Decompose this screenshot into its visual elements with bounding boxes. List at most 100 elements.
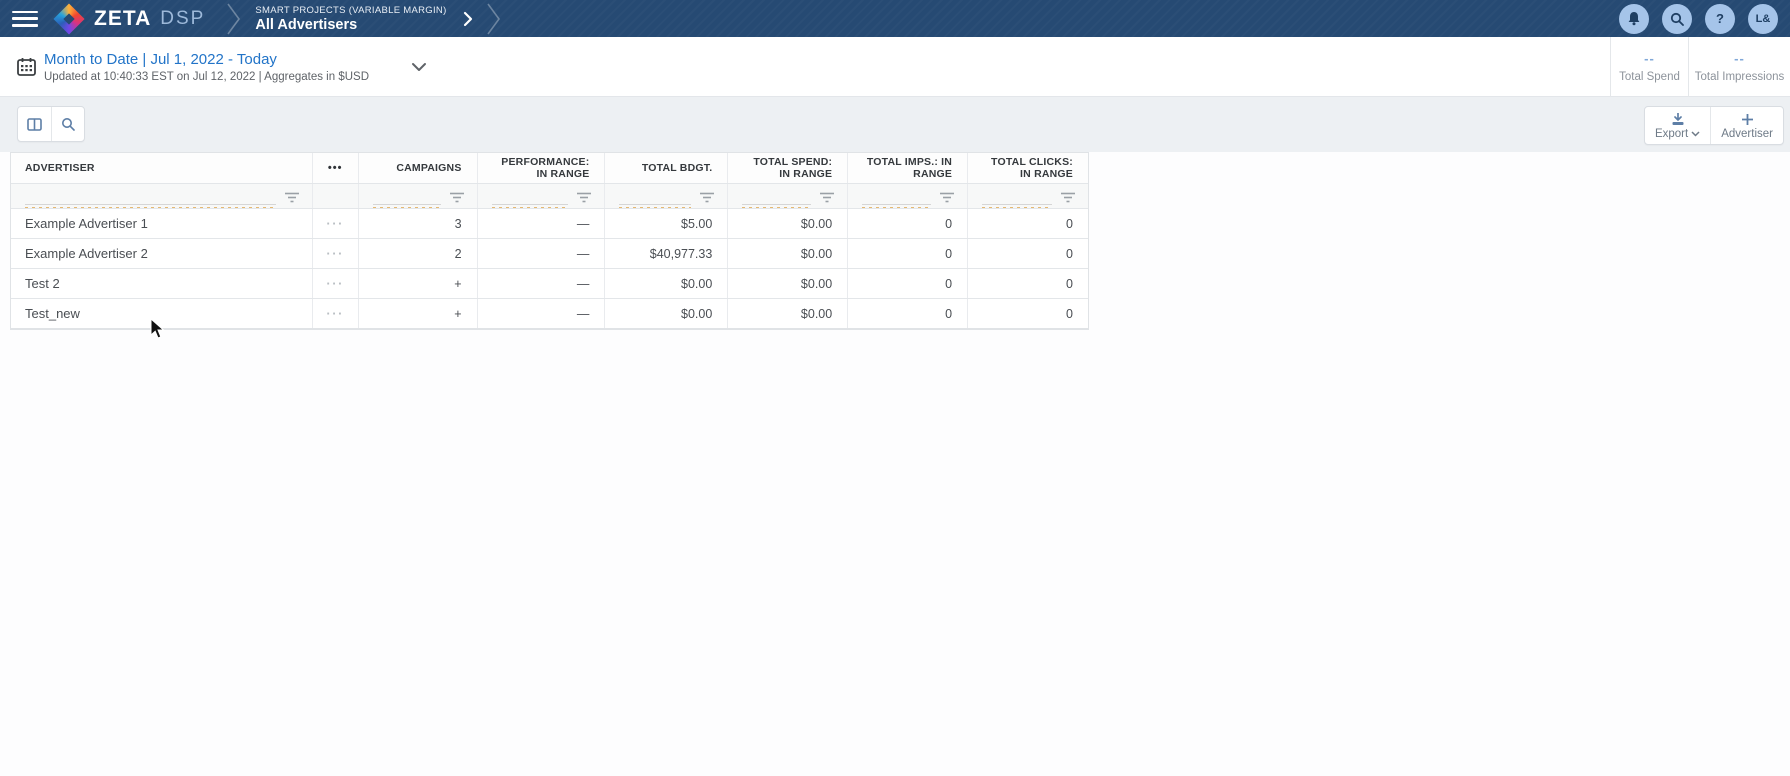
total-impressions-label: Total Impressions — [1694, 70, 1785, 83]
table-row: Example Advertiser 1 ··· 3 — $5.00 $0.00… — [11, 209, 1088, 239]
total-spend-cell: $0.00 — [728, 269, 849, 298]
notifications-button[interactable] — [1619, 3, 1649, 34]
total-impressions-cell: 0 — [848, 239, 969, 268]
total-budget-cell: $40,977.33 — [605, 239, 729, 268]
performance-cell: — — [478, 269, 606, 298]
column-header-campaigns[interactable]: CAMPAIGNS — [359, 153, 478, 183]
zeta-dsp-logo[interactable]: ZETA DSP — [52, 2, 206, 35]
column-header-total-spend[interactable]: TOTAL SPEND: IN RANGE — [728, 153, 849, 183]
total-impressions-cell: 0 — [848, 299, 969, 328]
campaigns-filter-input[interactable] — [372, 191, 441, 208]
total-clicks-cell: 0 — [1066, 276, 1073, 291]
calendar-icon[interactable] — [17, 57, 36, 76]
performance-cell: — — [478, 239, 606, 268]
date-range-bar: Month to Date | Jul 1, 2022 - Today Upda… — [0, 36, 1790, 97]
download-icon — [1672, 112, 1684, 125]
table-row: Test_new ··· + — $0.00 $0.00 0 0 — [11, 299, 1088, 329]
breadcrumb-divider-icon — [486, 3, 500, 34]
breadcrumb-project: SMART PROJECTS (VARIABLE MARGIN) — [255, 4, 447, 16]
total-impressions-cell: 0 — [848, 269, 969, 298]
breadcrumb: SMART PROJECTS (VARIABLE MARGIN) All Adv… — [255, 5, 446, 33]
total-budget-filter-input[interactable] — [619, 191, 692, 208]
nav-action-buttons: ? L& — [1619, 3, 1778, 34]
column-header-performance[interactable]: PERFORMANCE: IN RANGE — [478, 153, 606, 183]
advertiser-name-link[interactable]: Example Advertiser 1 — [11, 209, 313, 238]
column-settings-button[interactable] — [18, 107, 51, 141]
performance-filter-input[interactable] — [491, 191, 569, 208]
export-button[interactable]: Export — [1645, 107, 1710, 144]
table-row: Test 2 ··· + — $0.00 $0.00 0 0 — [11, 269, 1088, 299]
user-avatar[interactable]: L& — [1748, 3, 1778, 34]
column-header-total-budget[interactable]: TOTAL BDGT. — [605, 153, 729, 183]
column-menu-icon[interactable]: ••• — [313, 153, 359, 183]
add-campaign-button[interactable]: + — [359, 269, 478, 298]
total-impressions-filter-input[interactable] — [862, 191, 932, 208]
row-menu-button[interactable]: ··· — [313, 299, 359, 328]
menu-hamburger-icon[interactable] — [12, 10, 38, 27]
breadcrumb-page-title: All Advertisers — [255, 16, 358, 33]
total-clicks-cell: 0 — [1066, 306, 1073, 321]
total-clicks-cell: 0 — [1066, 216, 1073, 231]
table-row: Example Advertiser 2 ··· 2 — $40,977.33 … — [11, 239, 1088, 269]
logo-text: ZETA — [94, 6, 152, 30]
total-budget-cell: $5.00 — [605, 209, 729, 238]
total-spend-cell: $0.00 — [728, 239, 849, 268]
advertiser-filter-input[interactable] — [25, 191, 276, 208]
add-advertiser-label: Advertiser — [1721, 127, 1773, 140]
summary-stats: -- Total Spend -- Total Impressions — [1610, 36, 1790, 97]
advertiser-name-link[interactable]: Example Advertiser 2 — [11, 239, 313, 268]
bell-icon — [1628, 12, 1640, 26]
total-budget-cell: $0.00 — [605, 299, 729, 328]
date-range-link[interactable]: Month to Date | Jul 1, 2022 - Today — [44, 50, 277, 68]
column-header-advertiser[interactable]: ADVERTISER — [11, 153, 313, 183]
filter-icon[interactable] — [1060, 192, 1076, 203]
advertisers-table: ADVERTISER ••• CAMPAIGNS PERFORMANCE: IN… — [10, 152, 1089, 330]
campaigns-cell[interactable]: 2 — [359, 239, 478, 268]
total-clicks-filter-input[interactable] — [982, 191, 1053, 208]
chevron-down-icon — [412, 62, 426, 71]
total-impressions-stat: -- Total Impressions — [1688, 36, 1790, 97]
total-spend-label: Total Spend — [1619, 70, 1680, 83]
breadcrumb-expand-button[interactable] — [463, 11, 473, 27]
add-advertiser-button[interactable]: Advertiser — [1710, 107, 1783, 144]
total-budget-cell: $0.00 — [605, 269, 729, 298]
filter-icon[interactable] — [576, 192, 592, 203]
filter-icon[interactable] — [819, 192, 835, 203]
filter-icon[interactable] — [699, 192, 715, 203]
total-impressions-cell: 0 — [848, 209, 969, 238]
avatar-initials: L& — [1755, 12, 1771, 25]
table-header-row: ADVERTISER ••• CAMPAIGNS PERFORMANCE: IN… — [11, 153, 1088, 184]
row-menu-button[interactable]: ··· — [313, 269, 359, 298]
logo-suffix: DSP — [160, 7, 206, 29]
add-campaign-button[interactable]: + — [359, 299, 478, 328]
column-header-total-clicks[interactable]: TOTAL CLICKS: IN RANGE — [991, 156, 1073, 180]
filter-icon[interactable] — [449, 192, 465, 203]
filter-icon[interactable] — [284, 192, 300, 203]
search-icon — [62, 118, 75, 131]
breadcrumb-divider-icon — [227, 3, 241, 34]
help-button[interactable]: ? — [1705, 3, 1735, 34]
zeta-diamond-icon — [53, 2, 85, 35]
performance-cell: — — [478, 209, 606, 238]
advertiser-name-link[interactable]: Test 2 — [11, 269, 313, 298]
top-nav: ZETA DSP SMART PROJECTS (VARIABLE MARGIN… — [0, 0, 1790, 37]
total-spend-cell: $0.00 — [728, 299, 849, 328]
table-search-button[interactable] — [51, 107, 84, 141]
action-buttons-group: Export Advertiser — [1643, 106, 1784, 145]
advertiser-name-link[interactable]: Test_new — [11, 299, 313, 328]
table-filter-row — [11, 184, 1088, 209]
row-menu-button[interactable]: ··· — [313, 239, 359, 268]
column-header-total-impressions[interactable]: TOTAL IMPS.: IN RANGE — [848, 153, 969, 183]
date-range-expand-button[interactable] — [411, 62, 427, 72]
total-spend-cell: $0.00 — [728, 209, 849, 238]
filter-icon[interactable] — [939, 192, 955, 203]
total-spend-value: -- — [1644, 50, 1655, 66]
view-tools-group — [17, 106, 85, 142]
search-icon — [1670, 12, 1684, 26]
campaigns-cell[interactable]: 3 — [359, 209, 478, 238]
updated-timestamp: Updated at 10:40:33 EST on Jul 12, 2022 … — [44, 70, 369, 83]
total-spend-filter-input[interactable] — [742, 191, 812, 208]
row-menu-button[interactable]: ··· — [313, 209, 359, 238]
global-search-button[interactable] — [1662, 3, 1692, 34]
